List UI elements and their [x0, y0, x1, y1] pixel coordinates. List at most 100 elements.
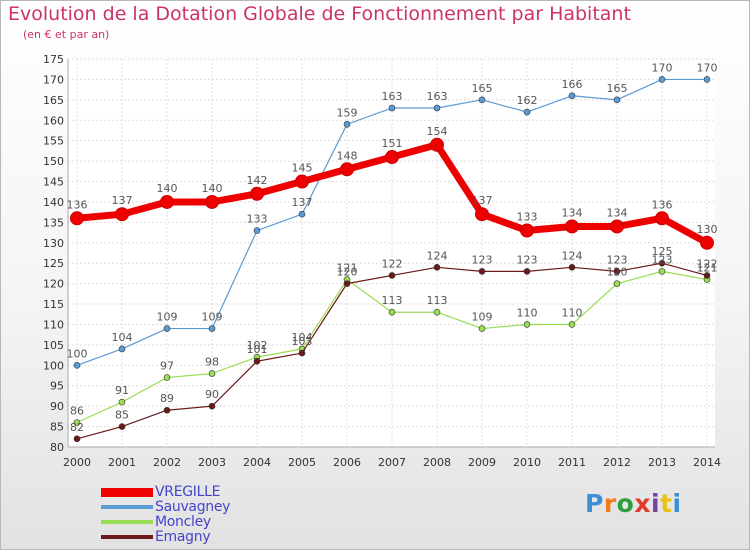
data-point-moncley — [388, 308, 396, 316]
y-tick-label: 125 — [43, 257, 64, 270]
data-label-emagny: 123 — [472, 253, 493, 266]
x-tick-label: 2014 — [693, 456, 721, 469]
data-label-moncley: 113 — [427, 294, 448, 307]
data-point-vregille — [565, 219, 579, 234]
data-point-sauvagney — [658, 76, 666, 83]
logo-letter: o — [616, 489, 635, 518]
data-point-emagny — [118, 423, 126, 430]
data-label-sauvagney: 165 — [607, 82, 628, 95]
data-label-emagny: 124 — [562, 249, 583, 262]
logo-letter: t — [660, 489, 673, 518]
data-point-vregille — [700, 235, 714, 250]
data-point-sauvagney — [208, 325, 216, 332]
x-tick-label: 2006 — [333, 456, 361, 469]
data-label-emagny: 124 — [427, 249, 448, 262]
data-label-moncley: 98 — [205, 355, 219, 368]
data-point-vregille — [205, 194, 219, 209]
data-point-sauvagney — [478, 96, 486, 104]
data-point-moncley — [523, 321, 531, 328]
data-label-vregille: 134 — [607, 206, 628, 219]
y-tick-label: 115 — [43, 298, 64, 311]
data-label-emagny: 122 — [382, 257, 403, 270]
x-tick-label: 2003 — [198, 456, 226, 469]
x-tick-label: 2000 — [63, 456, 91, 469]
legend-label-moncley: Moncley — [155, 514, 211, 530]
y-tick-label: 155 — [43, 135, 64, 148]
data-point-emagny — [523, 268, 531, 275]
y-tick-label: 120 — [43, 278, 64, 291]
data-point-vregille — [520, 223, 534, 238]
legend-label-emagny: Emagny — [155, 529, 211, 545]
data-point-emagny — [658, 259, 666, 267]
data-point-sauvagney — [523, 108, 531, 116]
data-point-moncley — [613, 280, 621, 287]
data-point-vregille — [655, 211, 669, 226]
x-tick-label: 2002 — [153, 456, 181, 469]
y-tick-label: 150 — [43, 155, 64, 168]
data-point-sauvagney — [118, 345, 126, 353]
data-label-emagny: 82 — [70, 421, 84, 434]
y-tick-label: 110 — [43, 318, 64, 331]
legend-label-vregille: VREGILLE — [155, 484, 221, 500]
data-point-vregille — [70, 211, 84, 226]
data-label-moncley: 104 — [292, 331, 313, 344]
data-label-sauvagney: 166 — [562, 78, 583, 91]
data-point-sauvagney — [433, 104, 441, 112]
data-label-vregille: 136 — [652, 198, 673, 211]
data-label-vregille: 140 — [157, 182, 178, 195]
data-point-emagny — [343, 280, 351, 287]
y-tick-label: 170 — [43, 73, 64, 86]
data-point-vregille — [475, 207, 489, 222]
data-point-moncley — [658, 268, 666, 275]
data-point-emagny — [568, 263, 576, 271]
data-point-moncley — [433, 308, 441, 316]
x-tick-label: 2008 — [423, 456, 451, 469]
data-point-vregille — [385, 150, 399, 165]
data-point-sauvagney — [163, 325, 171, 332]
logo-letter: i — [672, 489, 682, 518]
legend-label-sauvagney: Sauvagney — [155, 499, 231, 515]
logo-letter: x — [634, 489, 651, 518]
y-tick-label: 140 — [43, 196, 64, 209]
data-point-vregille — [295, 174, 309, 189]
data-point-moncley — [568, 321, 576, 328]
data-point-emagny — [478, 268, 486, 275]
data-point-emagny — [73, 435, 81, 443]
data-point-sauvagney — [73, 362, 81, 369]
x-tick-label: 2010 — [513, 456, 541, 469]
data-label-vregille: 130 — [697, 223, 718, 236]
data-label-emagny: 123 — [517, 253, 538, 266]
legend-swatch-emagny — [101, 535, 153, 539]
data-label-emagny: 103 — [292, 335, 313, 348]
data-label-moncley: 109 — [472, 311, 493, 324]
data-point-emagny — [163, 406, 171, 414]
data-label-moncley: 121 — [697, 262, 718, 275]
data-point-emagny — [298, 349, 306, 357]
data-label-vregille: 136 — [67, 198, 88, 211]
data-point-moncley — [163, 374, 171, 381]
y-tick-label: 135 — [43, 216, 64, 229]
data-label-emagny: 123 — [607, 253, 628, 266]
data-label-vregille: 148 — [337, 149, 358, 162]
x-tick-label: 2004 — [243, 456, 271, 469]
data-label-sauvagney: 159 — [337, 106, 358, 119]
y-tick-label: 100 — [43, 359, 64, 372]
data-label-moncley: 86 — [70, 404, 84, 417]
data-point-vregille — [430, 137, 444, 152]
data-label-sauvagney: 163 — [427, 90, 448, 103]
data-label-moncley: 123 — [652, 253, 673, 266]
data-label-sauvagney: 133 — [247, 213, 268, 226]
data-point-emagny — [253, 357, 261, 365]
x-tick-label: 2009 — [468, 456, 496, 469]
data-label-moncley: 121 — [337, 262, 358, 275]
data-label-sauvagney: 137 — [292, 196, 313, 209]
x-tick-label: 2012 — [603, 456, 631, 469]
y-tick-label: 130 — [43, 237, 64, 250]
data-point-emagny — [433, 263, 441, 271]
legend-swatch-vregille — [101, 488, 153, 497]
data-point-sauvagney — [253, 227, 261, 234]
data-point-moncley — [118, 398, 126, 406]
data-label-sauvagney: 170 — [697, 61, 718, 74]
